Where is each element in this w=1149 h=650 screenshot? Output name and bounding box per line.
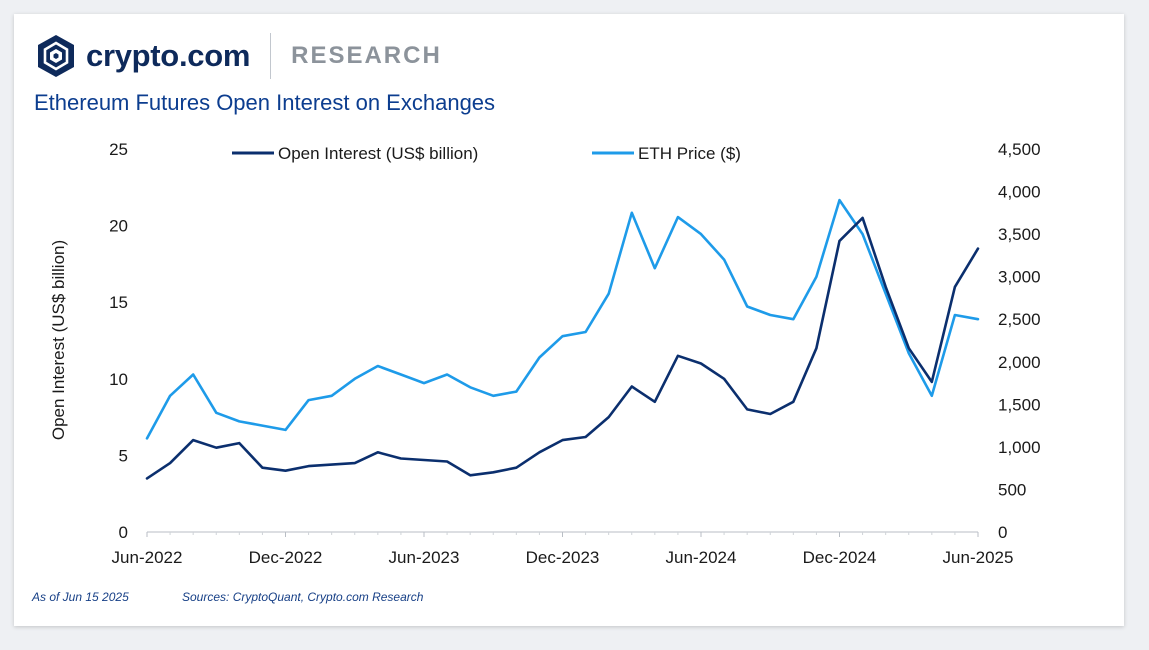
y-axis-title: Open Interest (US$ billion) <box>49 240 68 440</box>
y-right-tick-label: 0 <box>998 523 1007 542</box>
legend-label-open-interest: Open Interest (US$ billion) <box>278 144 478 163</box>
y-left-tick-label: 20 <box>109 217 128 236</box>
x-tick-label: Jun-2023 <box>389 548 460 567</box>
x-tick-label: Jun-2024 <box>666 548 737 567</box>
y-right-tick-label: 4,500 <box>998 140 1041 159</box>
brand-header: crypto.com RESEARCH <box>36 33 442 79</box>
chart-card: crypto.com RESEARCH Ethereum Futures Ope… <box>14 14 1124 626</box>
y-right-tick-label: 1,500 <box>998 395 1041 414</box>
y-right-tick-label: 500 <box>998 480 1026 499</box>
y-left-tick-label: 10 <box>109 370 128 389</box>
as-of-date: As of Jun 15 2025 <box>32 590 129 604</box>
brand-divider <box>270 33 272 79</box>
eth-price-series-line <box>145 198 980 440</box>
crypto-com-logo-icon <box>38 35 74 77</box>
y-right-tick-label: 2,500 <box>998 310 1041 329</box>
open-interest-series-line <box>145 216 980 480</box>
y-right-tick-label: 1,000 <box>998 438 1041 457</box>
y-right-tick-label: 4,000 <box>998 183 1041 202</box>
y-left-tick-label: 15 <box>109 293 128 312</box>
y-right-tick-label: 3,000 <box>998 268 1041 287</box>
x-tick-label: Dec-2022 <box>249 548 323 567</box>
brand-section: RESEARCH <box>291 42 442 69</box>
y-right-tick-label: 2,000 <box>998 353 1041 372</box>
x-tick-label: Dec-2023 <box>526 548 600 567</box>
y-left-tick-label: 25 <box>109 140 128 159</box>
sources-note: Sources: CryptoQuant, Crypto.com Researc… <box>182 590 424 604</box>
x-tick-label: Jun-2025 <box>943 548 1014 567</box>
y-right-tick-label: 3,500 <box>998 225 1041 244</box>
brand-name: crypto.com <box>86 38 251 73</box>
legend-label-eth-price: ETH Price ($) <box>638 144 741 163</box>
x-tick-label: Jun-2022 <box>112 548 183 567</box>
y-left-tick-label: 5 <box>119 446 128 465</box>
x-tick-label: Dec-2024 <box>803 548 877 567</box>
chart-title: Ethereum Futures Open Interest on Exchan… <box>34 90 496 115</box>
y-left-tick-label: 0 <box>119 523 128 542</box>
